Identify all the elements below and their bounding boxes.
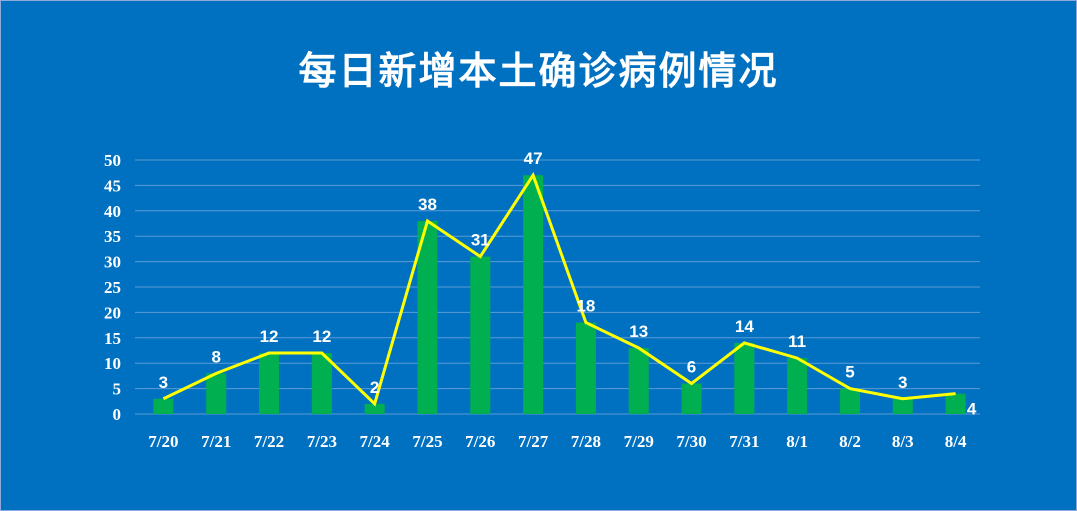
x-tick-label: 7/20 <box>148 432 178 451</box>
x-tick-label: 8/1 <box>786 432 808 451</box>
data-label: 8 <box>211 347 220 366</box>
bar <box>575 322 596 414</box>
data-label: 14 <box>735 317 754 336</box>
y-tick-label: 20 <box>104 303 121 322</box>
y-tick-label: 50 <box>104 151 121 170</box>
data-label: 31 <box>471 231 490 250</box>
bar <box>787 358 808 414</box>
bar <box>153 398 174 414</box>
bar-series <box>153 175 966 414</box>
data-label: 12 <box>260 327 279 346</box>
bar <box>417 220 438 414</box>
x-tick-label: 7/21 <box>201 432 231 451</box>
data-label: 12 <box>312 327 331 346</box>
data-label: 47 <box>524 149 543 168</box>
data-label: 5 <box>845 363 854 382</box>
data-label: 18 <box>576 297 595 316</box>
bar <box>311 353 332 414</box>
bar <box>628 347 649 414</box>
bar <box>892 398 913 414</box>
y-tick-label: 30 <box>104 253 121 272</box>
x-tick-label: 8/3 <box>892 432 914 451</box>
data-label: 3 <box>159 373 168 392</box>
bar <box>470 256 491 414</box>
x-tick-label: 7/22 <box>254 432 284 451</box>
y-tick-label: 25 <box>104 278 121 297</box>
x-tick-label: 8/4 <box>945 432 967 451</box>
line-series <box>162 171 956 407</box>
bar <box>259 353 280 414</box>
data-label: 3 <box>898 373 907 392</box>
x-tick-label: 7/31 <box>729 432 759 451</box>
data-label: 6 <box>687 358 696 377</box>
y-tick-label: 35 <box>104 227 121 246</box>
x-tick-label: 7/28 <box>571 432 601 451</box>
x-tick-label: 7/30 <box>676 432 706 451</box>
data-label: 2 <box>370 378 379 397</box>
y-tick-label: 5 <box>113 380 122 399</box>
data-label: 11 <box>788 332 806 351</box>
y-tick-label: 40 <box>104 202 121 221</box>
y-tick-label: 15 <box>104 329 121 348</box>
x-tick-label: 7/26 <box>465 432 495 451</box>
series-line <box>162 171 956 407</box>
data-label: 13 <box>629 322 648 341</box>
data-label: 4 <box>967 400 977 419</box>
x-tick-label: 8/2 <box>839 432 861 451</box>
gridlines <box>135 159 980 415</box>
y-tick-label: 10 <box>104 354 121 373</box>
bar <box>945 393 966 414</box>
bar <box>364 403 385 414</box>
x-tick-label: 7/29 <box>624 432 654 451</box>
x-tick-label: 7/25 <box>412 432 442 451</box>
data-label: 38 <box>418 195 437 214</box>
bar <box>734 342 755 414</box>
y-tick-label: 0 <box>113 405 122 424</box>
x-tick-label: 7/23 <box>307 432 337 451</box>
chart-title: 每日新增本土确诊病例情况 <box>298 49 779 93</box>
y-tick-label: 45 <box>104 176 121 195</box>
y-axis-ticks: 0 5 10 15 20 25 30 35 40 45 50 <box>104 151 121 424</box>
x-axis-ticks: 7/20 7/21 7/22 7/23 7/24 7/25 7/26 7/27 7/28 7/29… <box>148 432 967 451</box>
x-tick-label: 7/27 <box>518 432 549 451</box>
x-tick-label: 7/24 <box>360 432 391 451</box>
bar <box>523 175 544 414</box>
bar <box>206 373 227 414</box>
bar <box>681 383 702 414</box>
bar <box>839 388 860 414</box>
